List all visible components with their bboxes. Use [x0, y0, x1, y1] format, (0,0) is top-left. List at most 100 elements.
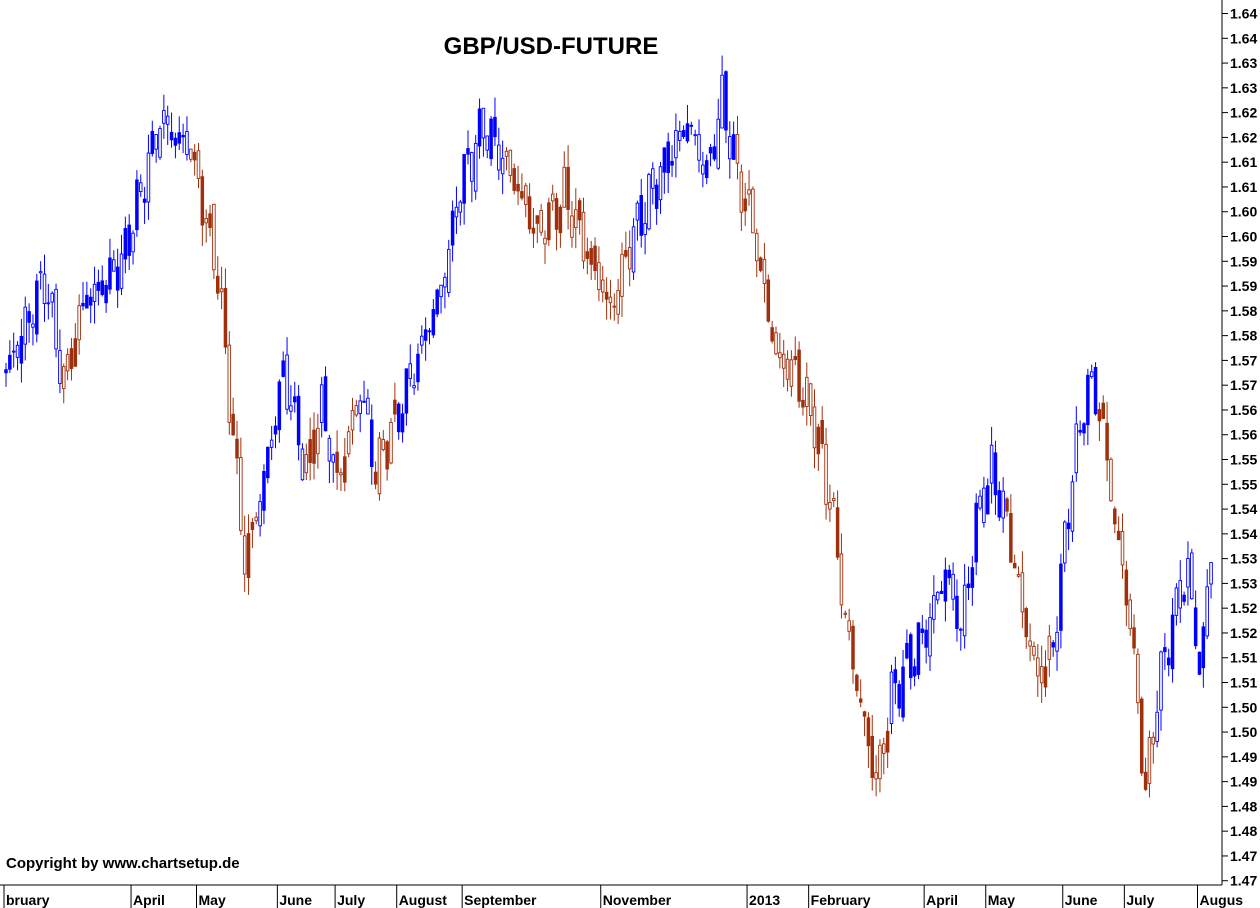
x-tick-label: February	[811, 892, 871, 908]
candle-body	[308, 439, 312, 463]
candle-body	[743, 198, 747, 212]
candle-body	[435, 289, 439, 315]
y-tick-label: 1.62	[1230, 129, 1257, 145]
candle-body	[1178, 580, 1182, 609]
candle-body	[662, 147, 667, 173]
candle-body	[246, 533, 251, 579]
y-tick-label: 1.51	[1230, 650, 1257, 666]
candle-body	[266, 446, 270, 479]
candle-body	[15, 344, 20, 358]
x-tick-label: August	[399, 892, 448, 908]
y-tick-label: 1.47	[1230, 873, 1257, 889]
candle-body	[1197, 651, 1202, 675]
candle-body	[200, 176, 205, 226]
y-tick-label: 1.50	[1230, 724, 1257, 740]
candle-body	[885, 730, 890, 753]
candle-body	[381, 439, 386, 451]
candle-body	[882, 743, 886, 754]
candle-body	[231, 413, 235, 436]
candle-body	[751, 188, 755, 234]
candle-body	[554, 198, 559, 230]
candle-body	[1113, 508, 1117, 525]
candle-body	[504, 150, 509, 157]
y-tick-label: 1.62	[1230, 105, 1257, 121]
candle-body	[550, 193, 555, 202]
candle-body	[1070, 481, 1075, 532]
candle-body	[215, 275, 220, 294]
candle-body	[4, 369, 8, 374]
candle-body	[1186, 558, 1190, 588]
candle-body	[343, 456, 347, 483]
x-tick-label: May	[199, 892, 226, 908]
candle-body	[982, 487, 986, 523]
candle-body	[616, 290, 620, 315]
candle-body	[674, 130, 678, 159]
candle-body	[439, 284, 443, 298]
candle-body	[955, 595, 959, 629]
candle-body	[1163, 647, 1167, 653]
y-tick-label: 1.54	[1230, 501, 1257, 517]
y-tick-label: 1.60	[1230, 229, 1257, 245]
candle-body	[1151, 736, 1156, 745]
x-tick-label: September	[464, 892, 537, 908]
candle-body	[173, 137, 178, 146]
candle-body	[38, 271, 43, 274]
candle-body	[770, 327, 774, 342]
y-tick-label: 1.55	[1230, 452, 1257, 468]
candle-body	[897, 684, 901, 709]
candle-body	[1201, 626, 1206, 669]
candle-body	[824, 444, 828, 505]
candle-body	[138, 182, 143, 192]
candle-body	[104, 284, 108, 304]
candle-body	[300, 448, 305, 481]
candle-body	[393, 399, 397, 415]
candle-body	[1032, 646, 1036, 656]
candle-body	[165, 115, 170, 125]
candle-body	[92, 283, 97, 302]
candle-body	[316, 427, 320, 455]
y-tick-label: 1.52	[1230, 625, 1257, 641]
candle-body	[35, 280, 39, 335]
candle-body	[239, 457, 243, 531]
candle-body	[797, 349, 801, 402]
candle-body	[189, 148, 193, 160]
candle-body	[627, 247, 632, 270]
candle-body	[150, 130, 155, 154]
candle-body	[701, 164, 705, 175]
candle-body	[196, 150, 201, 179]
candle-body	[535, 215, 540, 224]
candle-body	[932, 595, 936, 620]
y-tick-label: 1.59	[1230, 253, 1257, 269]
candle-body	[820, 420, 824, 444]
candle-body	[192, 151, 197, 161]
candle-body	[81, 302, 85, 307]
y-tick-label: 1.57	[1230, 377, 1257, 393]
candle-body	[458, 201, 463, 213]
candle-body	[154, 134, 158, 150]
candle-body	[912, 666, 917, 677]
candle-body	[724, 71, 728, 131]
candle-body	[516, 183, 520, 192]
candle-body	[1209, 562, 1213, 585]
candle-body	[670, 160, 674, 166]
y-tick-label: 1.51	[1230, 675, 1257, 691]
candle-body	[916, 622, 921, 675]
candle-body	[319, 384, 324, 423]
candle-body	[1143, 771, 1148, 790]
candle-body	[142, 198, 147, 203]
candle-body	[789, 359, 794, 387]
candle-body	[774, 332, 778, 355]
candle-body	[1062, 521, 1067, 564]
candle-body	[281, 360, 285, 377]
y-tick-label: 1.53	[1230, 551, 1257, 567]
candle-body	[1066, 522, 1071, 530]
candle-body	[828, 502, 832, 510]
candle-body	[420, 335, 424, 346]
candle-body	[466, 148, 470, 155]
candle-body	[647, 174, 651, 230]
candle-body	[570, 215, 574, 238]
candle-body	[77, 305, 81, 341]
candle-body	[708, 147, 713, 154]
candle-body	[735, 134, 740, 164]
candle-body	[612, 305, 617, 308]
